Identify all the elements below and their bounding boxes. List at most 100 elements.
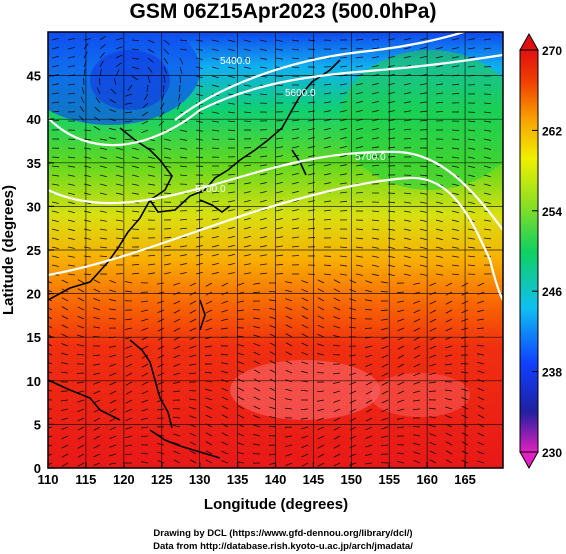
streamline: [67, 74, 75, 77]
streamline: [397, 452, 405, 455]
streamline: [177, 102, 181, 110]
streamline: [253, 343, 261, 347]
streamline: [141, 354, 149, 359]
streamline: [307, 154, 315, 158]
streamline: [211, 75, 219, 79]
streamline: [365, 408, 373, 413]
streamline: [467, 38, 475, 41]
streamline: [83, 165, 91, 168]
streamline: [125, 372, 133, 377]
streamline: [467, 165, 475, 168]
streamline: [173, 390, 181, 393]
streamline: [445, 398, 453, 401]
streamline: [419, 46, 427, 50]
streamline: [51, 83, 59, 86]
streamline: [259, 272, 267, 275]
streamline: [275, 137, 283, 140]
y-axis-label: Latitude (degrees): [0, 185, 17, 315]
streamline: [237, 451, 245, 455]
streamline: [387, 73, 395, 77]
streamline: [483, 165, 491, 169]
streamline: [349, 298, 357, 302]
streamline: [285, 315, 293, 320]
streamline: [333, 435, 341, 440]
streamline: [339, 109, 347, 113]
streamline: [333, 288, 341, 293]
streamline: [419, 110, 427, 113]
streamline: [109, 381, 117, 386]
streamline: [323, 92, 331, 95]
streamline: [147, 156, 155, 160]
streamline: [211, 111, 219, 114]
streamline: [275, 39, 283, 42]
streamline: [301, 297, 309, 302]
streamline: [380, 309, 389, 312]
streamline: [221, 362, 229, 365]
streamline: [125, 281, 133, 284]
streamline: [227, 48, 235, 52]
streamline: [253, 443, 261, 446]
streamline: [355, 39, 364, 41]
streamline: [159, 111, 165, 118]
streamline: [387, 38, 395, 41]
streamline: [243, 102, 251, 105]
streamline: [259, 236, 267, 239]
streamline: [115, 46, 123, 50]
streamline: [451, 56, 459, 59]
streamline: [98, 77, 101, 86]
streamline: [403, 73, 411, 77]
streamline: [413, 363, 421, 368]
streamline: [477, 378, 485, 383]
streamline: [51, 201, 59, 204]
streamline: [83, 210, 91, 214]
streamline: [483, 147, 491, 150]
streamline: [67, 46, 75, 50]
streamline: [461, 459, 469, 464]
streamline: [92, 354, 101, 357]
streamline: [141, 327, 149, 331]
streamline: [113, 78, 117, 86]
streamline: [323, 163, 331, 167]
streamline: [179, 138, 187, 141]
streamline: [61, 333, 69, 338]
streamline: [131, 75, 139, 81]
streamline: [67, 246, 75, 249]
streamline: [269, 316, 277, 320]
streamline: [189, 309, 197, 314]
streamline: [349, 363, 357, 366]
streamline: [429, 424, 437, 428]
streamline: [61, 399, 69, 402]
streamline: [211, 39, 219, 42]
streamline: [339, 173, 347, 176]
streamline: [221, 318, 229, 322]
streamline: [109, 308, 117, 311]
streamline: [189, 318, 197, 323]
streamline: [419, 101, 427, 104]
streamline: [387, 82, 395, 86]
streamline: [227, 226, 235, 230]
streamline: [195, 236, 203, 239]
streamline: [76, 353, 85, 356]
streamline: [227, 173, 236, 176]
streamline: [179, 75, 182, 83]
streamline: [381, 381, 389, 386]
streamline: [109, 289, 117, 293]
streamline: [387, 137, 395, 140]
streamline: [349, 381, 357, 385]
streamline: [221, 327, 229, 330]
streamline: [483, 237, 491, 240]
streamline: [460, 345, 469, 348]
streamline: [371, 47, 379, 50]
streamline: [355, 74, 363, 77]
streamline: [365, 381, 373, 386]
streamline: [467, 156, 475, 159]
streamline: [413, 291, 421, 295]
streamline: [227, 39, 235, 43]
streamline: [467, 201, 475, 205]
streamline: [483, 228, 491, 231]
streamline: [365, 462, 373, 465]
streamline: [205, 300, 213, 305]
streamline: [451, 264, 459, 267]
streamline: [221, 441, 229, 446]
streamline: [451, 255, 459, 258]
